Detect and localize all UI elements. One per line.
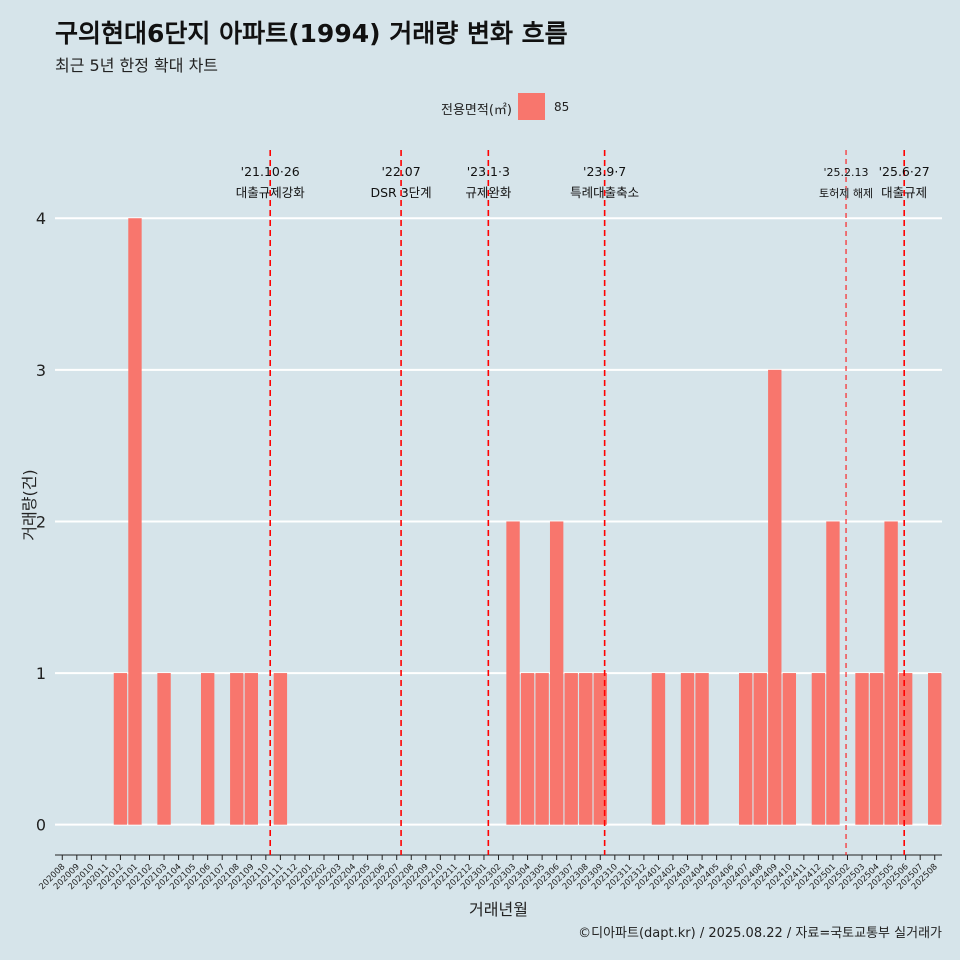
- y-axis-title: 거래량(건): [20, 469, 39, 540]
- bar-202103: [157, 673, 171, 825]
- chart-title: 구의현대6단지 아파트(1994) 거래량 변화 흐름: [55, 19, 568, 48]
- bar-202109: [244, 673, 258, 825]
- event-text-3: 특례대출축소: [570, 185, 639, 200]
- bar-202508: [928, 673, 942, 825]
- y-tick-label-2: 2: [36, 512, 46, 531]
- bar-202106: [200, 673, 215, 825]
- event-text-4: 토허제 해제: [819, 186, 873, 200]
- source-caption: ©디아파트(dapt.kr) / 2025.08.22 / 자료=국토교통부 실…: [578, 926, 942, 941]
- bar-202012: [113, 673, 128, 825]
- legend-title: 전용면적(㎡): [441, 103, 512, 118]
- event-text-5: 대출규제: [881, 185, 927, 200]
- event-date-1: '22.07: [381, 164, 420, 179]
- bar-202111: [273, 673, 288, 825]
- bar-202308: [579, 673, 593, 825]
- x-axis-title: 거래년월: [469, 900, 528, 919]
- bar-202410: [782, 673, 797, 825]
- bar-202506: [898, 673, 913, 825]
- bar-202303: [506, 521, 520, 825]
- y-tick-label-4: 4: [36, 209, 46, 228]
- legend-key-85: [518, 93, 545, 120]
- bar-202305: [535, 673, 549, 825]
- bar-202504: [869, 673, 884, 825]
- event-text-2: 규제완화: [465, 185, 512, 200]
- event-date-3: '23.9·7: [583, 164, 626, 179]
- bar-202408: [753, 673, 767, 825]
- bar-202407: [739, 673, 753, 825]
- bar-202101: [128, 218, 142, 825]
- legend-label-85: 85: [554, 100, 570, 114]
- bar-202404: [695, 673, 709, 825]
- bar-202412: [811, 673, 826, 825]
- bar-202505: [884, 521, 898, 825]
- bar-202307: [564, 673, 578, 825]
- event-text-0: 대출규제강화: [236, 185, 306, 200]
- event-date-2: '23.1·3: [467, 164, 510, 179]
- bar-202403: [680, 673, 695, 825]
- event-date-5: '25.6·27: [879, 164, 930, 179]
- y-tick-label-1: 1: [36, 664, 46, 683]
- event-date-4: '25.2.13: [824, 166, 869, 179]
- bar-202108: [230, 673, 244, 825]
- bar-202401: [651, 673, 666, 825]
- event-text-1: DSR 3단계: [370, 185, 431, 200]
- bar-202409: [768, 369, 782, 825]
- bar-202309: [593, 673, 607, 825]
- bar-202503: [855, 673, 869, 825]
- bar-202306: [549, 521, 564, 825]
- legend: 전용면적(㎡) 85: [0, 93, 960, 121]
- event-date-0: '21.10·26: [241, 164, 300, 179]
- bar-202304: [520, 673, 535, 825]
- y-tick-label-3: 3: [36, 361, 46, 380]
- bar-202501: [826, 521, 840, 825]
- y-tick-label-0: 0: [36, 816, 46, 835]
- chart-subtitle: 최근 5년 한정 확대 차트: [55, 56, 219, 75]
